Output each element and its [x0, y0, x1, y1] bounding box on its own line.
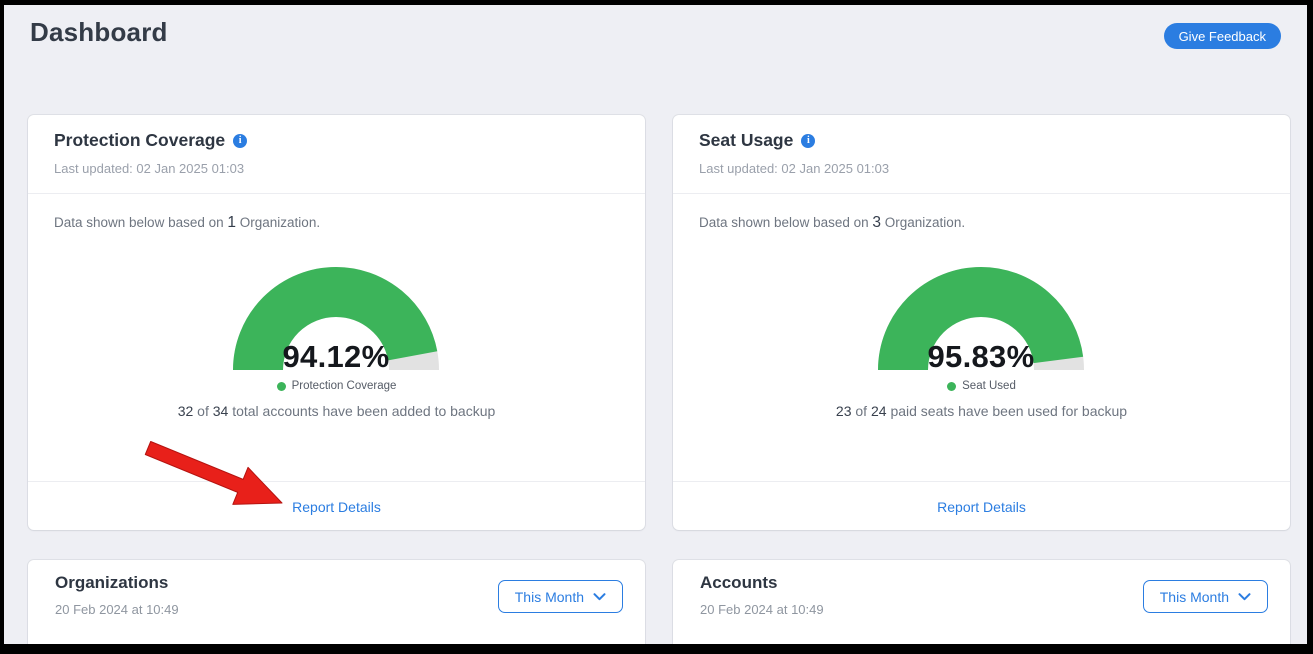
- accounts-period-dropdown[interactable]: This Month: [1142, 580, 1268, 613]
- card-header: Protection Coverage i Last updated: 02 J…: [28, 115, 645, 194]
- basis-count: 3: [872, 214, 882, 231]
- report-details-link[interactable]: Report Details: [937, 498, 1026, 515]
- organizations-timestamp: 20 Feb 2024 at 10:49: [55, 602, 179, 617]
- last-updated-text: Last updated: 02 Jan 2025 01:03: [54, 161, 245, 176]
- summary-num1: 23: [835, 403, 852, 419]
- gauge-fill: [233, 267, 439, 371]
- seat-usage-title: Seat Usage i: [699, 130, 816, 151]
- seat-usage-card: Seat Usage i Last updated: 02 Jan 2025 0…: [673, 115, 1290, 530]
- give-feedback-button[interactable]: Give Feedback: [1163, 23, 1281, 49]
- last-updated-text: Last updated: 02 Jan 2025 01:03: [699, 161, 890, 176]
- gauge-value: 94.12%: [282, 339, 390, 374]
- summary-rest: total accounts have been added to backup: [232, 403, 496, 419]
- accounts-timestamp: 20 Feb 2024 at 10:49: [700, 602, 824, 617]
- chevron-down-icon: [593, 592, 606, 600]
- period-dropdown-label: This Month: [514, 588, 584, 605]
- protection-coverage-gauge: 94.12%: [233, 267, 439, 374]
- period-dropdown-label: This Month: [1159, 588, 1229, 605]
- info-icon[interactable]: i: [233, 133, 248, 148]
- basis-text: Data shown below based on 3 Organization…: [699, 214, 965, 232]
- gauge-fill: [878, 267, 1084, 371]
- summary-text: 32 of 34 total accounts have been added …: [28, 403, 645, 419]
- page-title: Dashboard: [30, 17, 168, 47]
- summary-num2: 24: [870, 403, 887, 419]
- basis-suffix: Organization.: [884, 215, 966, 230]
- legend-label: Seat Used: [962, 380, 1016, 392]
- summary-text: 23 of 24 paid seats have been used for b…: [673, 403, 1290, 419]
- organizations-period-dropdown[interactable]: This Month: [497, 580, 623, 613]
- report-details-link[interactable]: Report Details: [292, 498, 381, 515]
- gauge-legend: Seat Used: [673, 380, 1290, 392]
- card-header: Seat Usage i Last updated: 02 Jan 2025 0…: [673, 115, 1290, 194]
- basis-prefix: Data shown below based on: [699, 215, 869, 230]
- dashboard-page: Dashboard Give Feedback Protection Cover…: [4, 5, 1307, 644]
- gauge-legend: Protection Coverage: [28, 380, 645, 392]
- card-title-text: Protection Coverage: [54, 130, 226, 150]
- basis-count: 1: [227, 214, 237, 231]
- legend-label: Protection Coverage: [291, 380, 397, 392]
- summary-of: of: [855, 403, 868, 419]
- accounts-card: Accounts 20 Feb 2024 at 10:49 This Month: [673, 560, 1290, 644]
- summary-rest: paid seats have been used for backup: [890, 403, 1128, 419]
- card-footer: Report Details: [28, 481, 645, 531]
- legend-dot-icon: [276, 381, 286, 391]
- gauge-chart: [233, 267, 439, 371]
- basis-text: Data shown below based on 1 Organization…: [54, 214, 320, 232]
- basis-prefix: Data shown below based on: [54, 215, 224, 230]
- organizations-title: Organizations: [55, 573, 169, 592]
- protection-coverage-title: Protection Coverage i: [54, 130, 248, 151]
- chevron-down-icon: [1238, 592, 1251, 600]
- gauge-value: 95.83%: [927, 339, 1035, 374]
- info-icon[interactable]: i: [801, 133, 816, 148]
- summary-of: of: [197, 403, 209, 419]
- gauge-chart: [878, 267, 1084, 371]
- seat-usage-gauge: 95.83%: [878, 267, 1084, 374]
- accounts-title: Accounts: [700, 573, 778, 592]
- organizations-card: Organizations 20 Feb 2024 at 10:49 This …: [28, 560, 645, 644]
- basis-suffix: Organization.: [239, 215, 321, 230]
- card-title-text: Seat Usage: [699, 130, 794, 150]
- protection-coverage-card: Protection Coverage i Last updated: 02 J…: [28, 115, 645, 530]
- card-footer: Report Details: [673, 481, 1290, 531]
- legend-dot-icon: [947, 381, 957, 391]
- summary-num2: 34: [212, 403, 229, 419]
- summary-num1: 32: [177, 403, 194, 419]
